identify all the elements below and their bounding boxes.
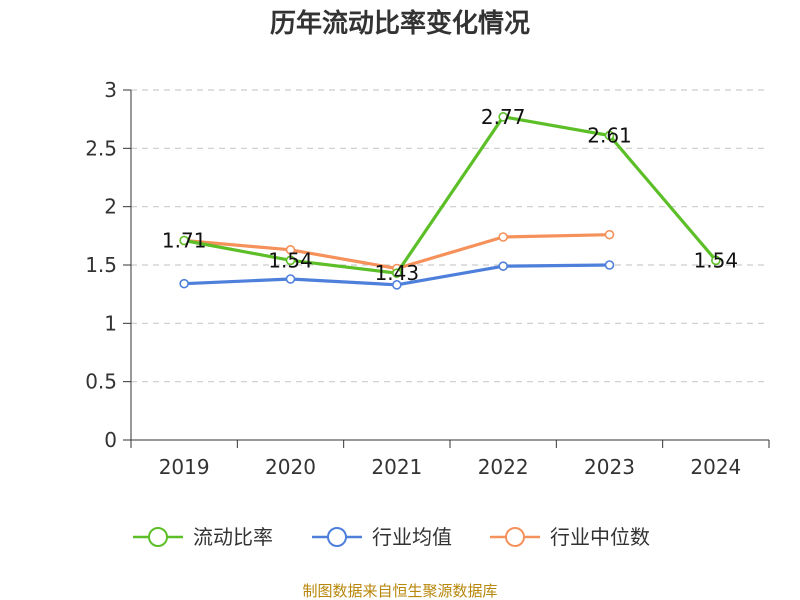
data-point: [392, 280, 402, 290]
legend-marker: [505, 527, 525, 547]
data-point: [498, 112, 508, 122]
legend-item[interactable]: 行业中位数: [490, 525, 650, 549]
legend-label: 行业均值: [372, 525, 452, 549]
y-tick-label: 2: [104, 195, 117, 219]
data-label: 1.71: [162, 229, 207, 253]
data-label: 1.54: [268, 248, 313, 272]
data-point: [179, 235, 189, 246]
data-point: [604, 130, 615, 141]
data-point: [498, 261, 508, 271]
x-tick-label: 2022: [478, 455, 529, 479]
y-tick-label: 2.5: [85, 136, 117, 160]
data-label: 2.61: [587, 124, 632, 148]
legend-marker: [148, 527, 168, 547]
x-tick-label: 2024: [690, 455, 741, 479]
x-tick-label: 2021: [371, 455, 422, 479]
data-point: [285, 245, 296, 255]
data-label: 2.77: [481, 105, 526, 129]
legend-label: 行业中位数: [550, 525, 650, 549]
axes: 0 0.5 1 1.5 2 2.5 3 2019 2020 2021 2022 2023 2024: [85, 78, 770, 479]
data-label: 1.54: [694, 248, 739, 272]
grid-lines: [131, 89, 769, 383]
y-tick-label: 0: [104, 428, 117, 452]
data-point: [498, 232, 508, 242]
data-point: [604, 229, 615, 240]
y-tick-label: 3: [104, 78, 117, 102]
source-note: 制图数据来自恒生聚源数据库: [302, 582, 497, 600]
y-tick-label: 0.5: [85, 370, 117, 394]
data-labels: 1.71 1.54 1.43 2.77 2.61 1.54: [162, 105, 738, 285]
series: [179, 112, 721, 278]
data-point: [179, 278, 189, 289]
data-point: [711, 255, 721, 266]
x-tick-label: 2020: [265, 455, 316, 479]
series: [179, 260, 615, 290]
chart-title: 历年流动比率变化情况: [270, 8, 530, 39]
x-tick-label: 2019: [159, 455, 210, 479]
legend: 流动比率 行业均值 行业中位数: [133, 525, 650, 549]
x-tick-label: 2023: [584, 455, 635, 479]
legend-item[interactable]: 行业均值: [312, 525, 452, 549]
legend-label: 流动比率: [193, 525, 273, 549]
legend-item[interactable]: 流动比率: [133, 525, 273, 549]
data-point: [604, 260, 615, 270]
series-line: [183, 115, 718, 275]
data-point: [285, 255, 296, 266]
data-point: [285, 274, 296, 284]
y-tick-label: 1: [104, 311, 117, 335]
series-layer: [179, 112, 721, 290]
legend-marker: [327, 527, 347, 547]
data-point: [392, 268, 402, 278]
data-label: 1.43: [375, 261, 420, 285]
y-tick-label: 1.5: [85, 253, 117, 277]
